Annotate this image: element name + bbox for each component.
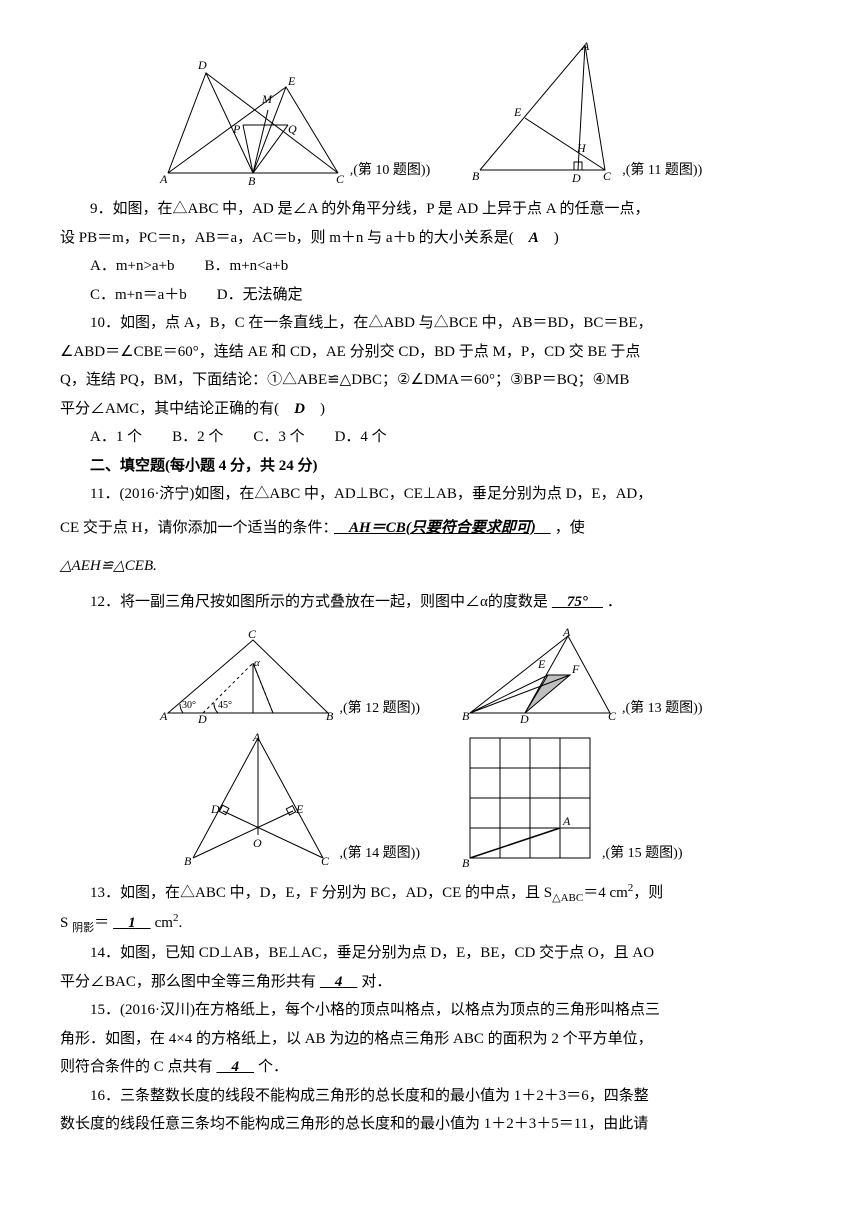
q13-line1: 13．如图，在△ABC 中，D，E，F 分别为 BC，AD，CE 的中点，且 S…	[60, 878, 800, 909]
figures-row-3: A B C D E O ,(第 14 题图)) A	[60, 733, 800, 868]
q11-line3: △AEH≌△CEB.	[60, 548, 800, 584]
svg-text:F: F	[571, 662, 580, 676]
q15-answer: 4	[213, 1059, 259, 1075]
q10-line3: Q，连结 PQ，BM，下面结论：①△ABE≌△DBC；②∠DMA＝60°；③BP…	[60, 366, 800, 395]
svg-text:D: D	[210, 802, 220, 816]
svg-text:A: A	[562, 628, 571, 639]
figure-11-svg: A B C D E H	[470, 40, 620, 185]
svg-text:A: A	[159, 172, 168, 185]
svg-text:E: E	[513, 105, 522, 119]
figure-14-caption: ,(第 14 题图))	[340, 841, 421, 868]
figure-10: A B C D E M P Q ,(第 10 题图))	[158, 55, 431, 185]
svg-text:E: E	[287, 74, 296, 88]
q10-line4: 平分∠AMC，其中结论正确的有( D )	[60, 395, 800, 424]
svg-text:B: B	[462, 709, 470, 723]
svg-text:A: A	[159, 709, 168, 723]
svg-text:Q: Q	[288, 122, 297, 136]
svg-text:C: C	[248, 628, 257, 641]
svg-text:C: C	[603, 169, 612, 183]
q12-line: 12．将一副三角尺按如图所示的方式叠放在一起，则图中∠α的度数是 75° ．	[60, 584, 800, 620]
figure-15-caption: ,(第 15 题图))	[602, 841, 683, 868]
svg-text:P: P	[232, 122, 241, 136]
svg-text:B: B	[472, 169, 480, 183]
svg-text:30°: 30°	[182, 700, 196, 711]
svg-text:O: O	[253, 836, 262, 850]
svg-text:C: C	[321, 854, 330, 868]
figures-row-1: A B C D E M P Q ,(第 10 题图)) A B C	[60, 40, 800, 185]
figure-13-svg: A B C D E F	[460, 628, 620, 723]
svg-text:45°: 45°	[218, 700, 232, 711]
svg-text:H: H	[576, 141, 587, 155]
q15-line1: 15．(2016·汉川)在方格纸上，每个小格的顶点叫格点，以格点为顶点的三角形叫…	[60, 996, 800, 1025]
q9-opts-cd: C．m+n＝a＋b D．无法确定	[60, 281, 800, 310]
q9-opts-ab: A．m+n>a+b B．m+n<a+b	[60, 252, 800, 281]
figure-10-caption: ,(第 10 题图))	[350, 158, 431, 185]
figure-12-svg: A B C D 30° 45° α	[158, 628, 338, 723]
q13-answer: 1	[109, 915, 155, 931]
svg-text:B: B	[462, 856, 470, 868]
svg-text:C: C	[608, 709, 617, 723]
q9-line2: 设 PB＝m，PC＝n，AB＝a，AC＝b，则 m＋n 与 a＋b 的大小关系是…	[60, 224, 800, 253]
svg-text:D: D	[571, 171, 581, 185]
svg-text:C: C	[336, 172, 345, 185]
q15-line3: 则符合条件的 C 点共有 4 个．	[60, 1053, 800, 1082]
section-2-heading: 二、填空题(每小题 4 分，共 24 分)	[60, 452, 800, 481]
figure-12: A B C D 30° 45° α ,(第 12 题图))	[158, 628, 421, 723]
q10-line2: ∠ABD＝∠CBE＝60°，连结 AE 和 CD，AE 分别交 CD，BD 于点…	[60, 338, 800, 367]
q14-line2: 平分∠BAC，那么图中全等三角形共有 4 对．	[60, 968, 800, 997]
q14-answer: 4	[316, 974, 362, 990]
svg-text:α: α	[254, 657, 260, 669]
figures-row-2: A B C D 30° 45° α ,(第 12 题图)) A B	[60, 628, 800, 723]
figure-13: A B C D E F ,(第 13 题图))	[460, 628, 703, 723]
svg-text:D: D	[197, 58, 207, 72]
q11-answer: AH＝CB(只要符合要求即可)	[330, 520, 555, 536]
figure-14-svg: A B C D E O	[178, 733, 338, 868]
q15-line2: 角形．如图，在 4×4 的方格纸上，以 AB 为边的格点三角形 ABC 的面积为…	[60, 1025, 800, 1054]
q11-line2: CE 交于点 H，请你添加一个适当的条件： AH＝CB(只要符合要求即可) ，使	[60, 509, 800, 548]
q16-line2: 数长度的线段任意三条均不能构成三角形的总长度和的最小值为 1＋2＋3＋5＝11，…	[60, 1110, 800, 1139]
q12-answer: 75°	[548, 594, 607, 610]
q10-line1: 10．如图，点 A，B，C 在一条直线上，在△ABD 与△BCE 中，AB＝BD…	[60, 309, 800, 338]
figure-11: A B C D E H ,(第 11 题图))	[470, 40, 702, 185]
svg-text:M: M	[261, 92, 273, 106]
q9-answer: A	[529, 230, 539, 246]
figure-15: A B ,(第 15 题图))	[460, 733, 683, 868]
svg-text:A: A	[252, 733, 261, 744]
svg-text:B: B	[326, 709, 334, 723]
figure-14: A B C D E O ,(第 14 题图))	[178, 733, 421, 868]
figure-12-caption: ,(第 12 题图))	[340, 696, 421, 723]
q10-answer: D	[294, 401, 305, 417]
svg-text:A: A	[562, 814, 571, 828]
q14-line1: 14．如图，已知 CD⊥AB，BE⊥AC，垂足分别为点 D，E，BE，CD 交于…	[60, 939, 800, 968]
svg-text:D: D	[197, 712, 207, 723]
figure-15-svg: A B	[460, 733, 600, 868]
svg-text:B: B	[184, 854, 192, 868]
svg-text:D: D	[519, 712, 529, 723]
q16-line1: 16．三条整数长度的线段不能构成三角形的总长度和的最小值为 1＋2＋3＝6，四条…	[60, 1082, 800, 1111]
svg-text:B: B	[248, 174, 256, 185]
svg-text:E: E	[537, 657, 546, 671]
q11-line1: 11．(2016·济宁)如图，在△ABC 中，AD⊥BC，CE⊥AB，垂足分别为…	[60, 480, 800, 509]
q9-line1: 9．如图，在△ABC 中，AD 是∠A 的外角平分线，P 是 AD 上异于点 A…	[60, 195, 800, 224]
svg-text:E: E	[295, 802, 304, 816]
figure-13-caption: ,(第 13 题图))	[622, 696, 703, 723]
figure-11-caption: ,(第 11 题图))	[622, 158, 702, 185]
figure-10-svg: A B C D E M P Q	[158, 55, 348, 185]
q13-line2: S 阴影＝ 1 cm2.	[60, 908, 800, 939]
q10-opts: A．1 个 B．2 个 C．3 个 D．4 个	[60, 423, 800, 452]
svg-text:A: A	[581, 40, 590, 53]
